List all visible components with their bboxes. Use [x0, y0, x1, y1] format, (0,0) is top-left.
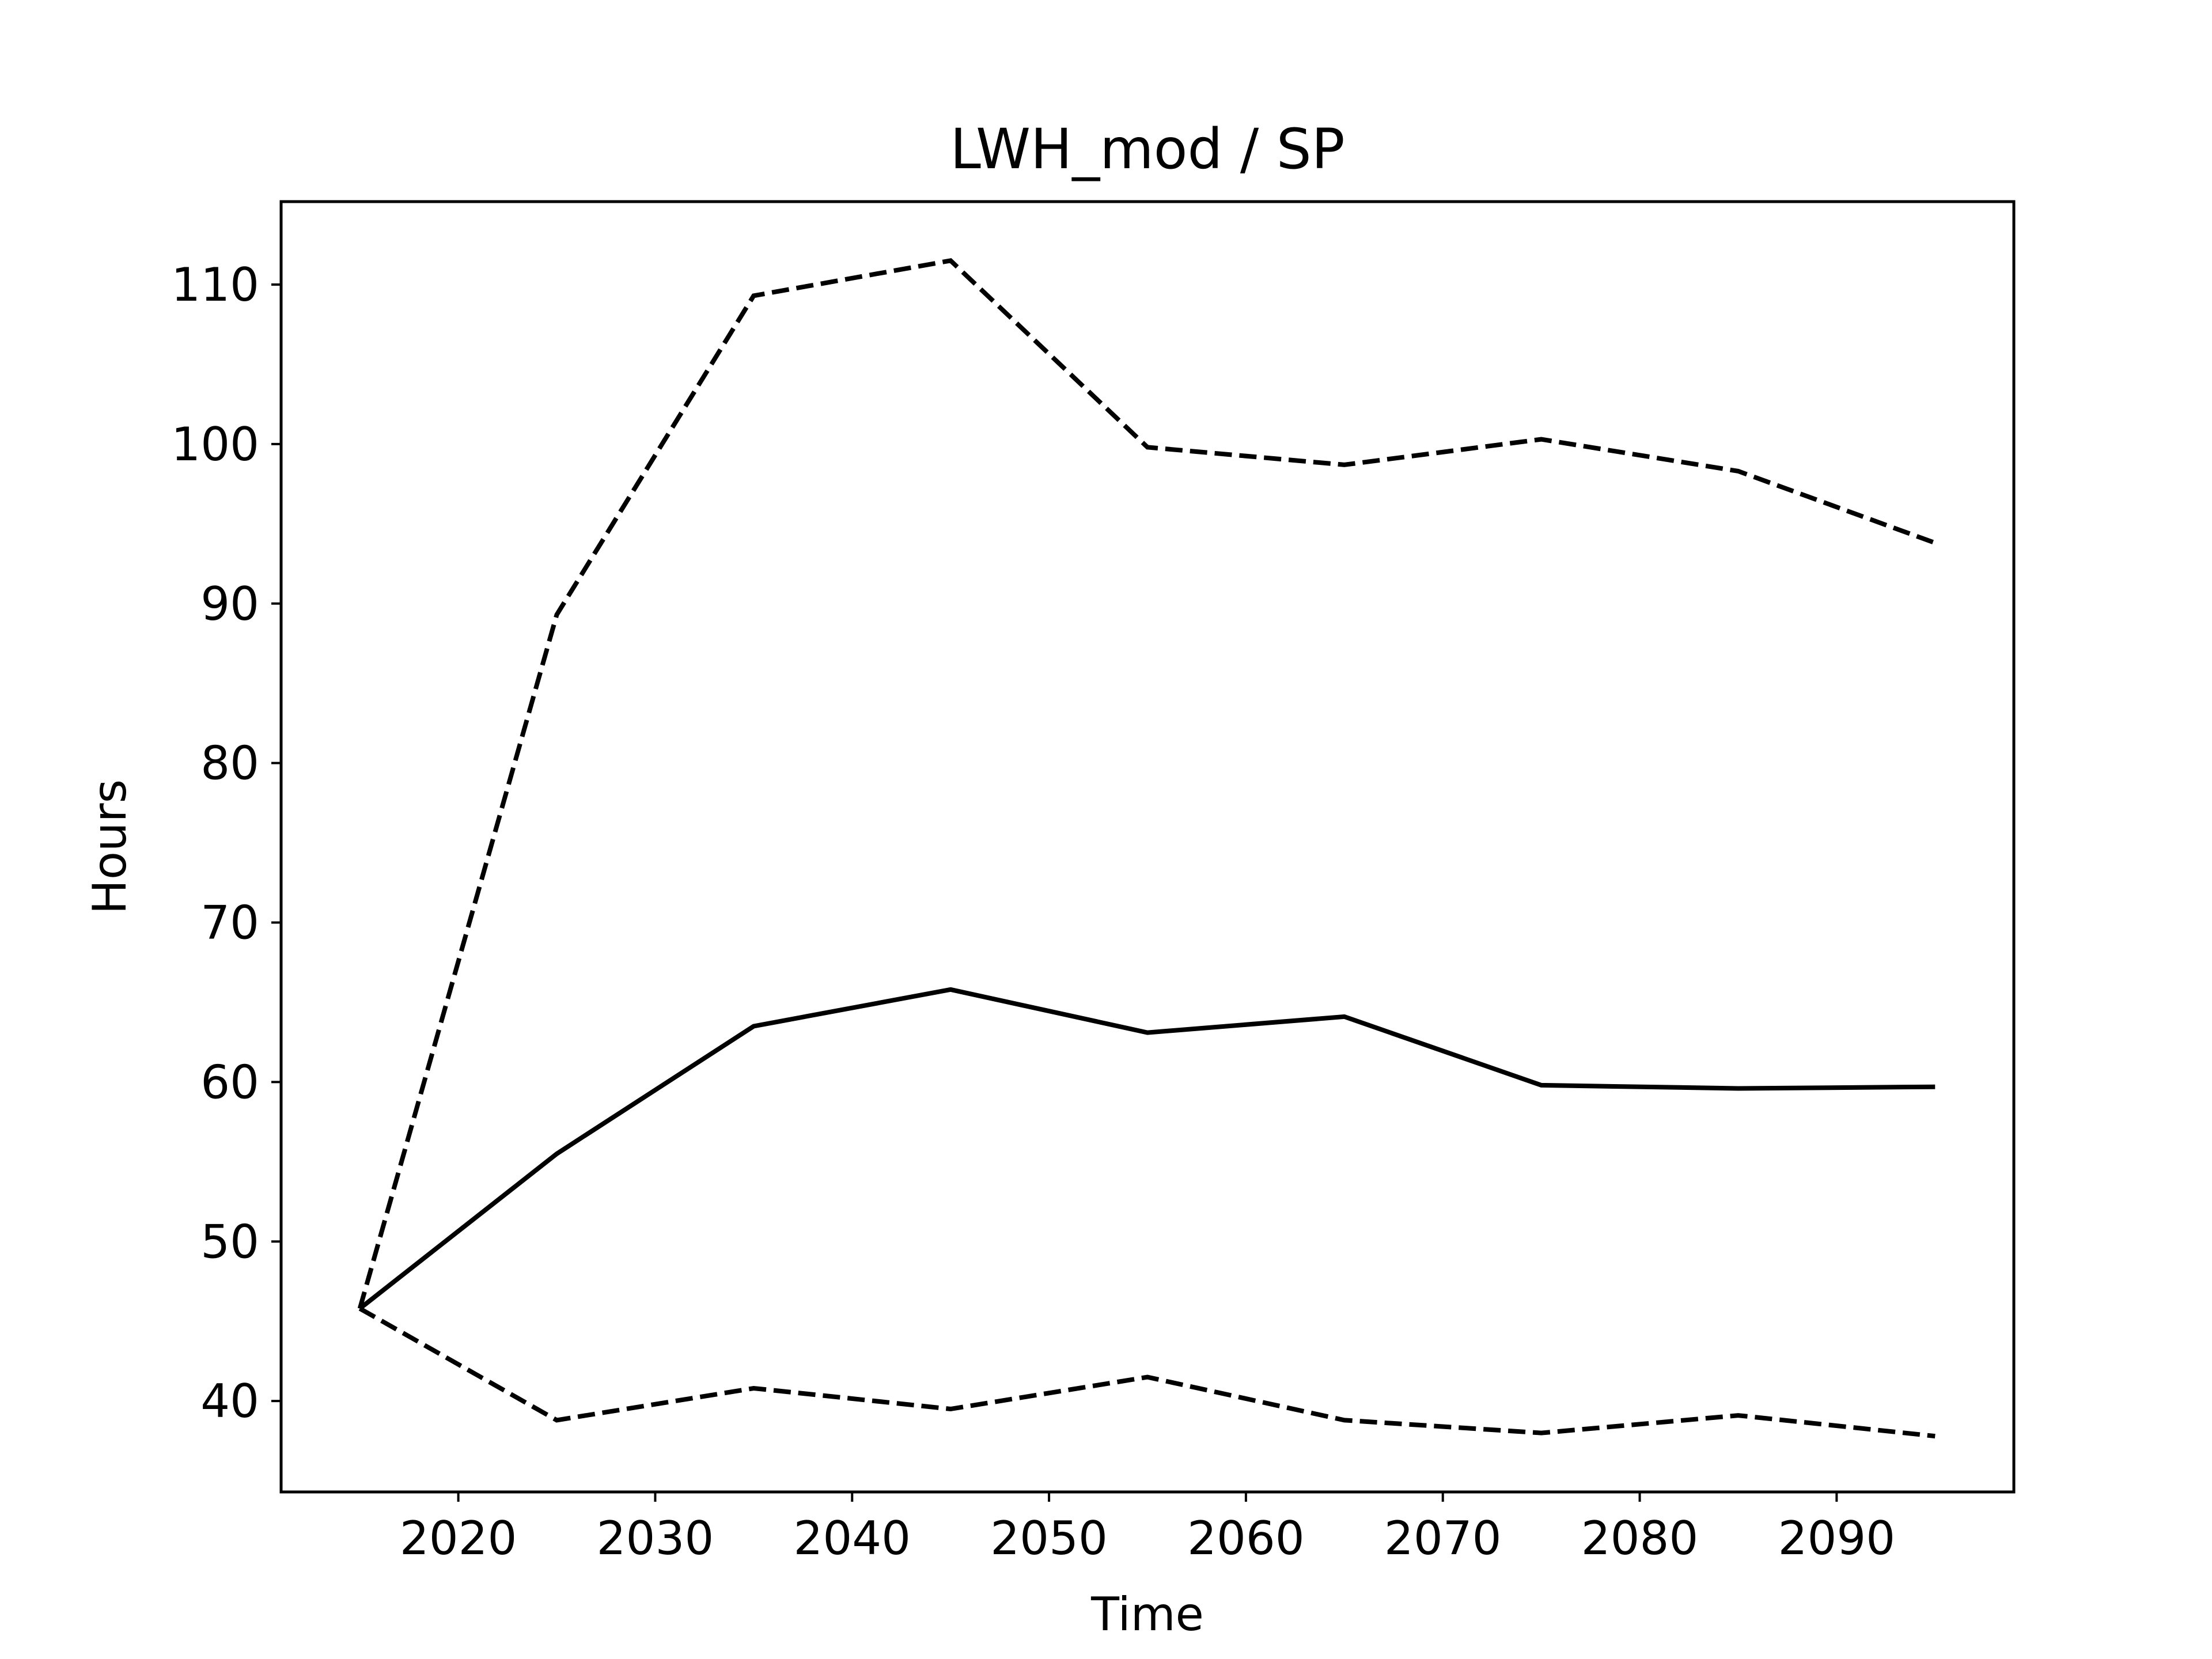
- y-tick-label: 40: [200, 1374, 259, 1428]
- y-tick-label: 90: [200, 577, 259, 631]
- x-tick-label: 2020: [400, 1512, 517, 1565]
- x-tick-label: 2090: [1778, 1512, 1896, 1565]
- x-axis-ticks: 2020 2030 2040 2050 2060 2070 2080 2090: [400, 1492, 1895, 1565]
- series-line-3: [358, 1306, 1936, 1439]
- y-tick-label: 80: [200, 737, 259, 790]
- y-tick-label: 100: [171, 418, 259, 471]
- x-axis-label: Time: [1090, 1588, 1204, 1641]
- y-axis-label: Hours: [83, 779, 137, 914]
- chart-title: LWH_mod / SP: [950, 117, 1344, 181]
- plot-frame: [279, 200, 2016, 1494]
- y-tick-label: 70: [200, 896, 259, 950]
- series-layer: [357, 258, 1936, 1439]
- y-axis-ticks: 40 50 60 70 80 90 100 110: [171, 258, 281, 1428]
- x-tick-label: 2040: [793, 1512, 911, 1565]
- x-tick-label: 2070: [1384, 1512, 1502, 1565]
- x-tick-label: 2030: [597, 1512, 714, 1565]
- y-tick-label: 50: [200, 1215, 259, 1268]
- x-tick-label: 2050: [990, 1512, 1108, 1565]
- x-tick-label: 2080: [1581, 1512, 1699, 1565]
- series-line-1: [358, 987, 1936, 1310]
- series-line-2: [357, 258, 1936, 1309]
- x-tick-label: 2060: [1187, 1512, 1305, 1565]
- y-tick-label: 110: [171, 258, 259, 312]
- y-tick-label: 60: [200, 1055, 259, 1109]
